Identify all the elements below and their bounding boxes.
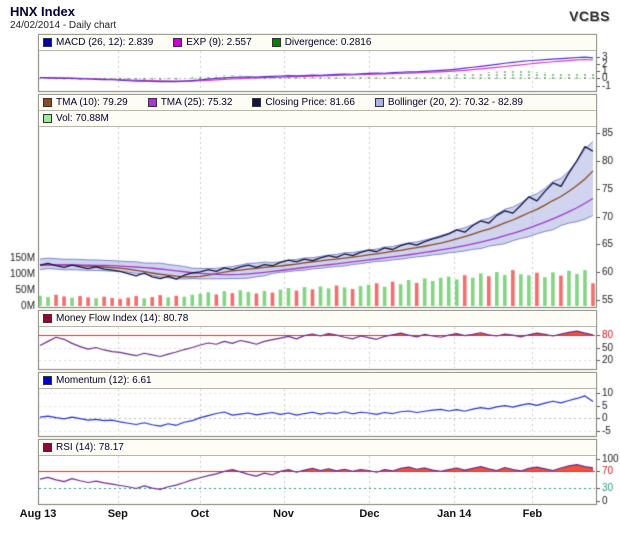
divergence-legend-label: Divergence: 0.2816: [284, 37, 372, 48]
momentum-swatch: [43, 376, 52, 385]
volume-swatch: [43, 114, 52, 123]
x-axis-label-jan14: Jan 14: [437, 508, 472, 520]
x-axis-label-oct: Oct: [190, 508, 209, 520]
bollinger-legend-label: Bollinger (20, 2): 70.32 - 82.89: [387, 97, 523, 108]
price-legend-row1: TMA (10): 79.29 TMA (25): 75.32 Closing …: [39, 95, 596, 111]
chart-header: HNX Index 24/02/2014 - Daily chart VCBS: [0, 0, 620, 34]
legend-item-divergence: Divergence: 0.2816: [271, 37, 372, 48]
tma10-swatch: [43, 98, 52, 107]
mfi-legend: Money Flow Index (14): 80.78: [39, 311, 596, 327]
x-axis: Aug 13 Sep Oct Nov Dec Jan 14 Feb: [0, 506, 620, 526]
momentum-legend-label: Momentum (12): 6.61: [56, 375, 152, 386]
brand-logo: VCBS: [569, 8, 610, 24]
mfi-legend-label: Money Flow Index (14): 80.78: [56, 313, 189, 324]
legend-item-momentum: Momentum (12): 6.61: [43, 375, 152, 386]
volume-legend-label: Vol: 70.88M: [56, 113, 109, 124]
legend-item-macd: MACD (26, 12): 2.839: [43, 37, 153, 48]
page-title: HNX Index: [10, 4, 76, 19]
macd-legend: MACD (26, 12): 2.839 EXP (9): 2.557 Dive…: [39, 35, 596, 51]
rsi-legend-label: RSI (14): 78.17: [56, 442, 124, 453]
x-axis-label-dec: Dec: [359, 508, 380, 520]
legend-item-bollinger: Bollinger (20, 2): 70.32 - 82.89: [374, 97, 523, 108]
closing-price-legend-label: Closing Price: 81.66: [265, 97, 355, 108]
bollinger-swatch: [374, 98, 384, 107]
legend-item-exp: EXP (9): 2.557: [173, 37, 252, 48]
x-axis-label-aug13: Aug 13: [19, 508, 57, 520]
legend-item-closing-price: Closing Price: 81.66: [252, 97, 355, 108]
chart-subtitle: 24/02/2014 - Daily chart: [10, 20, 117, 31]
price-legend-row2: Vol: 70.88M: [39, 111, 596, 127]
exp-legend-label: EXP (9): 2.557: [186, 37, 252, 48]
exp-swatch: [173, 38, 183, 47]
legend-item-mfi: Money Flow Index (14): 80.78: [43, 313, 188, 324]
legend-item-tma25: TMA (25): 75.32: [147, 97, 233, 108]
rsi-legend: RSI (14): 78.17: [39, 440, 596, 456]
legend-item-volume: Vol: 70.88M: [43, 113, 109, 124]
title-block: HNX Index 24/02/2014 - Daily chart: [10, 4, 116, 31]
x-axis-label-feb: Feb: [522, 508, 543, 520]
mfi-swatch: [43, 314, 52, 323]
macd-swatch: [43, 38, 52, 47]
x-axis-label-sep: Sep: [107, 508, 128, 520]
momentum-legend: Momentum (12): 6.61: [39, 373, 596, 389]
rsi-swatch: [43, 443, 52, 452]
divergence-swatch: [271, 38, 281, 47]
legend-item-rsi: RSI (14): 78.17: [43, 442, 124, 453]
legend-item-tma10: TMA (10): 79.29: [43, 97, 128, 108]
closing-price-swatch: [252, 98, 262, 107]
tma25-legend-label: TMA (25): 75.32: [160, 97, 233, 108]
tma25-swatch: [147, 98, 157, 107]
x-axis-label-nov: Nov: [273, 508, 294, 520]
tma10-legend-label: TMA (10): 79.29: [56, 97, 128, 108]
macd-legend-label: MACD (26, 12): 2.839: [56, 37, 154, 48]
